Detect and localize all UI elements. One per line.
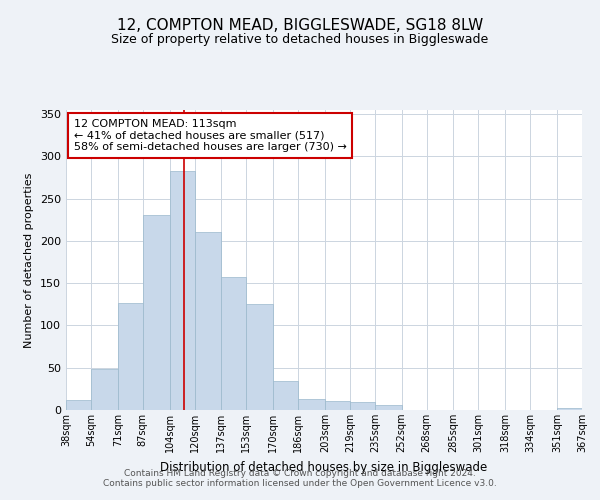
Bar — [247, 304, 273, 410]
Bar — [273, 382, 298, 410]
Bar — [118, 302, 143, 410]
Bar — [170, 171, 194, 410]
Text: 12 COMPTON MEAD: 113sqm
← 41% of detached houses are smaller (517)
58% of semi-d: 12 COMPTON MEAD: 113sqm ← 41% of detache… — [74, 119, 347, 152]
Bar — [91, 370, 118, 410]
Bar — [298, 399, 325, 410]
Bar — [194, 232, 221, 410]
Bar — [350, 402, 375, 410]
Bar — [557, 408, 582, 410]
Text: Contains HM Land Registry data © Crown copyright and database right 2024.: Contains HM Land Registry data © Crown c… — [124, 469, 476, 478]
X-axis label: Distribution of detached houses by size in Biggleswade: Distribution of detached houses by size … — [160, 460, 488, 473]
Y-axis label: Number of detached properties: Number of detached properties — [25, 172, 34, 348]
Text: Size of property relative to detached houses in Biggleswade: Size of property relative to detached ho… — [112, 32, 488, 46]
Bar — [221, 278, 247, 410]
Bar — [143, 215, 170, 410]
Text: 12, COMPTON MEAD, BIGGLESWADE, SG18 8LW: 12, COMPTON MEAD, BIGGLESWADE, SG18 8LW — [117, 18, 483, 32]
Bar — [66, 400, 91, 410]
Bar — [375, 405, 401, 410]
Bar — [325, 400, 350, 410]
Text: Contains public sector information licensed under the Open Government Licence v3: Contains public sector information licen… — [103, 479, 497, 488]
